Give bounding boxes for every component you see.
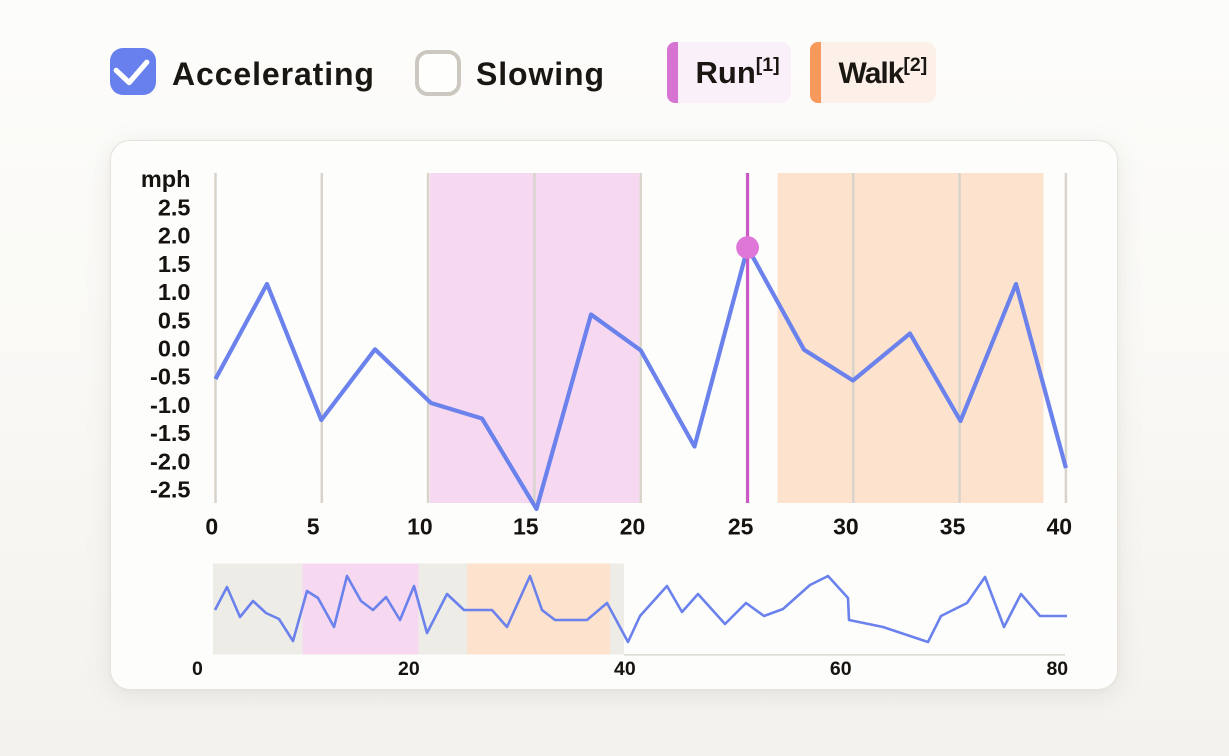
svg-text:40: 40 — [614, 658, 636, 680]
svg-text:5: 5 — [307, 514, 320, 540]
svg-text:-1.0: -1.0 — [150, 392, 191, 418]
svg-text:0: 0 — [205, 514, 218, 540]
svg-text:25: 25 — [728, 514, 754, 540]
svg-text:-0.5: -0.5 — [150, 364, 191, 390]
svg-text:mph: mph — [141, 166, 191, 192]
svg-text:2.5: 2.5 — [158, 195, 191, 221]
svg-text:-1.5: -1.5 — [150, 420, 191, 446]
svg-text:2.0: 2.0 — [158, 223, 191, 249]
svg-text:-2.5: -2.5 — [150, 477, 191, 503]
svg-text:0.0: 0.0 — [158, 336, 191, 362]
svg-text:0: 0 — [192, 658, 203, 680]
svg-text:20: 20 — [620, 514, 646, 540]
svg-text:20: 20 — [398, 658, 420, 680]
svg-text:60: 60 — [830, 658, 852, 680]
svg-text:15: 15 — [513, 514, 539, 540]
svg-text:40: 40 — [1047, 514, 1073, 540]
svg-text:1.5: 1.5 — [158, 251, 191, 277]
svg-text:1.0: 1.0 — [158, 279, 191, 305]
svg-text:10: 10 — [407, 514, 433, 540]
svg-text:-2.0: -2.0 — [150, 448, 191, 474]
svg-text:35: 35 — [940, 514, 966, 540]
svg-text:30: 30 — [833, 514, 859, 540]
svg-text:80: 80 — [1046, 658, 1068, 680]
svg-text:0.5: 0.5 — [158, 307, 191, 333]
